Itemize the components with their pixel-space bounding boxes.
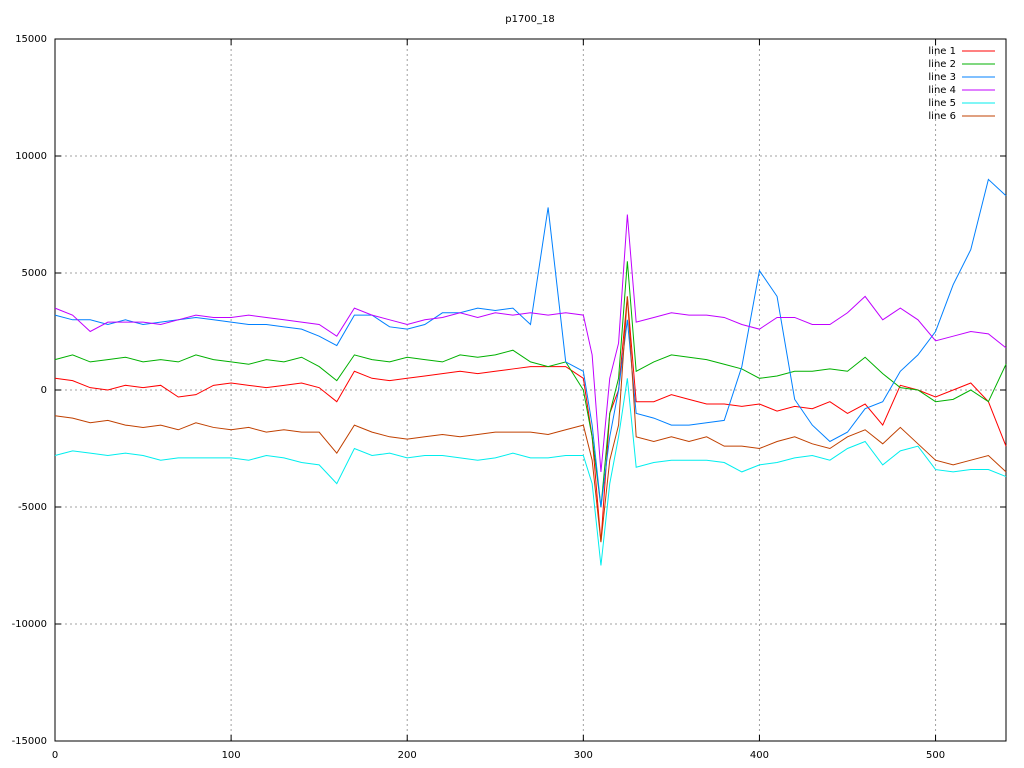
y-tick-label: 15000 [15,34,47,45]
data-line [54,378,1007,566]
y-tick-label: 5000 [22,268,47,279]
y-tick-label: 0 [41,385,47,396]
plot-border [54,38,1007,742]
y-tick-label: -10000 [12,619,47,630]
y-tick-label: -15000 [12,736,47,747]
legend-label: line 6 [928,111,956,122]
legend-label: line 1 [928,46,956,57]
legend-label: line 4 [928,85,956,96]
x-tick-label: 400 [750,750,769,761]
x-tick-label: 200 [398,750,417,761]
x-tick-label: 300 [574,750,593,761]
legend-label: line 5 [928,98,956,109]
x-tick-label: 100 [222,750,241,761]
x-tick-label: 500 [926,750,945,761]
x-tick-label: 0 [52,750,58,761]
chart-title: p1700_18 [505,14,555,25]
y-tick-label: 10000 [15,151,47,162]
legend-label: line 3 [928,72,956,83]
data-line [54,178,1007,508]
legend-label: line 2 [928,59,956,70]
y-tick-label: -5000 [18,502,47,513]
data-line [54,296,1007,543]
data-line [54,261,1007,508]
data-line [54,296,1007,543]
data-line [54,214,1007,472]
